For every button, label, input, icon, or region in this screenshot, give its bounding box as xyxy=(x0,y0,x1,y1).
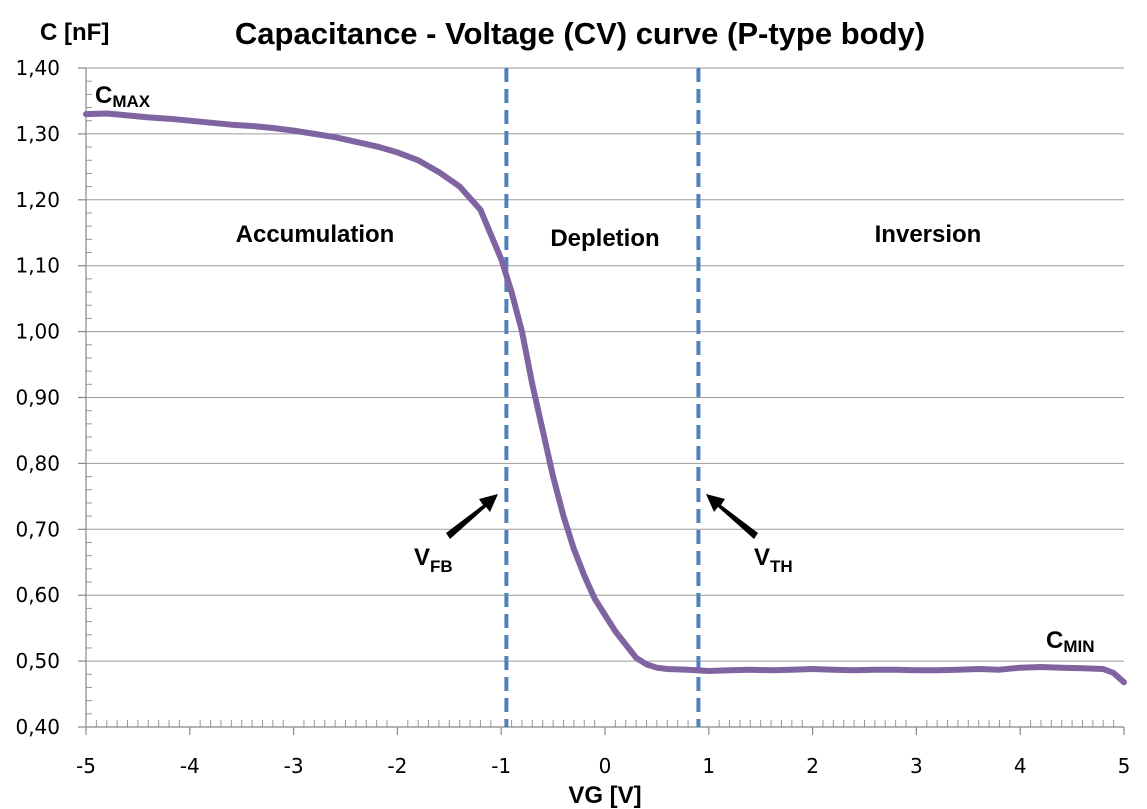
vfb-sub: FB xyxy=(430,557,453,576)
x-tick-label: -4 xyxy=(180,754,200,778)
cmin-annotation: CMIN xyxy=(1046,627,1095,656)
threshold-markers xyxy=(504,68,701,727)
cmin-main: C xyxy=(1046,627,1063,654)
x-tick-label: 5 xyxy=(1118,754,1131,778)
y-tick-label: 0,70 xyxy=(15,517,60,541)
x-tick-label: 2 xyxy=(806,754,819,778)
region-inversion-label: Inversion xyxy=(875,221,982,248)
y-tick-label: 0,50 xyxy=(15,649,60,673)
y-tick-labels: 0,40 0,50 0,60 0,70 0,80 0,90 1,00 1,10 1,20 1,30… xyxy=(15,56,60,739)
grid-lines xyxy=(86,67,1124,728)
minor-ticks xyxy=(78,67,1125,735)
cmax-main: C xyxy=(95,82,112,109)
x-tick-label: -3 xyxy=(284,754,304,778)
x-tick-label: 0 xyxy=(599,754,612,778)
vfb-annotation: VFB xyxy=(414,544,453,576)
y-tick-label: 0,80 xyxy=(15,451,60,475)
region-accumulation-label: Accumulation xyxy=(236,221,395,248)
vfb-main: V xyxy=(414,544,430,571)
y-tick-label: 1,10 xyxy=(15,254,60,278)
cmax-sub: MAX xyxy=(112,92,150,111)
x-tick-label: -5 xyxy=(76,754,96,778)
y-tick-label: 1,40 xyxy=(15,56,60,80)
y-tick-label: 0,90 xyxy=(15,386,60,410)
y-axis-title: C [nF] xyxy=(40,19,109,46)
x-tick-label: -2 xyxy=(387,754,407,778)
y-tick-label: 0,40 xyxy=(15,715,60,739)
region-depletion-label: Depletion xyxy=(550,225,659,252)
x-tick-label: -1 xyxy=(491,754,511,778)
vth-arrow xyxy=(706,494,758,539)
vfb-arrow xyxy=(446,494,498,539)
cmin-sub: MIN xyxy=(1063,637,1094,656)
y-tick-label: 1,00 xyxy=(15,320,60,344)
y-tick-label: 0,60 xyxy=(15,583,60,607)
y-tick-label: 1,20 xyxy=(15,188,60,212)
vth-sub: TH xyxy=(770,557,793,576)
x-tick-label: 3 xyxy=(910,754,923,778)
chart-title: Capacitance - Voltage (CV) curve (P-type… xyxy=(235,16,925,51)
vth-annotation: VTH xyxy=(754,544,793,576)
cmax-annotation: CMAX xyxy=(95,82,151,111)
x-tick-label: 1 xyxy=(702,754,715,778)
x-tick-labels: -5 -4 -3 -2 -1 0 1 2 3 4 5 xyxy=(76,754,1130,778)
x-axis-title: VG [V] xyxy=(568,782,641,809)
vth-main: V xyxy=(754,544,770,571)
x-tick-label: 4 xyxy=(1014,754,1027,778)
cv-series-line xyxy=(83,110,1127,686)
y-tick-label: 1,30 xyxy=(15,122,60,146)
